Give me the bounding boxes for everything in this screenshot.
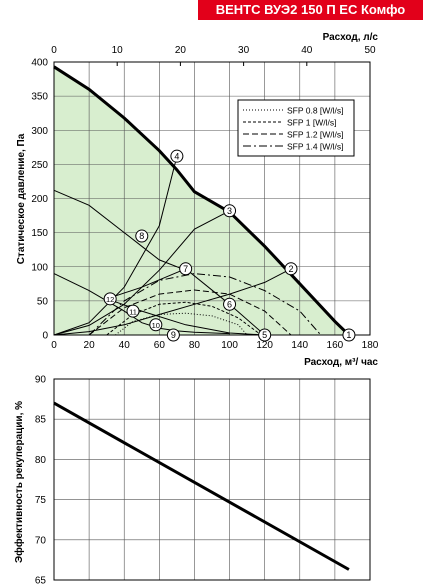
pressure-curve [53, 189, 186, 271]
point-marker [170, 149, 184, 163]
y-tick-label: 85 [35, 415, 47, 426]
tick-labels: 0 20 40 60 80 100 120 140 160 180 0 10 20 30 40 50 0 50 10… [31, 45, 378, 351]
y-tick-label: 350 [31, 92, 48, 103]
x-axis-label: Расход, м³/ час [304, 357, 378, 368]
x-tick-label: 100 [221, 340, 238, 351]
y-tick-label: 90 [35, 375, 47, 386]
y-tick-label: 75 [35, 495, 47, 506]
point-marker [126, 304, 140, 318]
x2-tick-label: 10 [112, 45, 124, 56]
x-tick-label: 80 [189, 340, 201, 351]
y-tick-label: 80 [35, 455, 47, 466]
sfp-series-line [88, 273, 322, 336]
x2-tick-label: 50 [364, 45, 376, 56]
x-tick-label: 20 [84, 340, 96, 351]
x-tick-label: 120 [256, 340, 273, 351]
y-tick-label: 50 [37, 296, 49, 307]
fan-curve [53, 65, 350, 337]
sfp-series-line [115, 312, 248, 336]
point-marker [223, 297, 237, 311]
operating-point-3: 3 [223, 204, 237, 218]
point-marker [149, 318, 163, 332]
y-tick-label: 250 [31, 160, 48, 171]
y-tick-label: 65 [35, 576, 47, 587]
x2-axis-label: Расход, л/с [323, 32, 379, 43]
grid-lines [53, 378, 371, 581]
y-tick-label: 100 [31, 262, 48, 273]
y-tick-label: 70 [35, 535, 47, 546]
point-label: 8 [139, 231, 144, 241]
curve-lines [53, 156, 322, 336]
point-label: 6 [227, 299, 232, 309]
operating-point-2: 2 [284, 262, 298, 276]
point-label: 5 [262, 330, 267, 340]
operating-point-8: 8 [135, 229, 149, 243]
point-marker [258, 328, 272, 342]
point-label: 10 [152, 321, 160, 330]
tick-labels: 65 70 75 80 85 90 [35, 375, 47, 587]
point-marker [103, 292, 117, 306]
x-tick-label: 160 [327, 340, 344, 351]
operating-point-10: 10 [149, 318, 163, 332]
y-axis-label: Статическое давление, Па [16, 133, 27, 264]
operating-point-9: 9 [166, 328, 180, 342]
system-curve [53, 156, 178, 336]
legend: SFP 0.8 [W/l/s] SFP 1 [W/l/s] SFP 1.2 [W/l… [237, 99, 355, 157]
plot-frame [53, 378, 371, 581]
operating-point-4: 4 [170, 149, 184, 163]
legend-box [237, 99, 355, 157]
operating-point-11: 11 [126, 304, 140, 318]
y-tick-label: 400 [31, 58, 48, 69]
legend-entry: SFP 0.8 [W/l/s] [287, 106, 344, 116]
point-marker [284, 262, 298, 276]
efficiency-line [53, 401, 350, 571]
fan-operating-area [54, 66, 349, 336]
y-tick-label: 150 [31, 228, 48, 239]
point-marker [342, 328, 356, 342]
y-tick-label: 300 [31, 126, 48, 137]
x-tick-label: 0 [51, 340, 57, 351]
x2-tick-label: 30 [238, 45, 250, 56]
legend-entry: SFP 1.2 [W/l/s] [287, 130, 344, 140]
fan-performance-chart: 0 20 40 60 80 100 120 140 160 180 0 10 20 30 40 50 0 50 10… [16, 32, 379, 368]
point-marker [179, 262, 193, 276]
point-label: 3 [227, 206, 232, 216]
legend-entry: SFP 1.4 [W/l/s] [287, 142, 344, 152]
legend-entry: SFP 1 [W/l/s] [287, 118, 336, 128]
point-marker [166, 328, 180, 342]
system-curve [53, 268, 292, 336]
operating-point-7: 7 [179, 262, 193, 276]
operating-point-5: 5 [258, 328, 272, 342]
point-marker [135, 229, 149, 243]
point-marker [223, 204, 237, 218]
x2-tick-label: 0 [51, 45, 57, 56]
sfp-series-line [88, 289, 292, 336]
plot-frame [53, 61, 371, 336]
point-label: 12 [106, 295, 114, 304]
point-label: 1 [346, 330, 351, 340]
x-tick-label: 140 [291, 340, 308, 351]
y-tick-label: 0 [42, 331, 48, 342]
operating-point-12: 12 [103, 292, 117, 306]
point-label: 7 [183, 264, 188, 274]
point-label: 9 [171, 330, 176, 340]
point-label: 4 [174, 151, 179, 161]
x2-tick-label: 40 [301, 45, 313, 56]
x2-tick-label: 20 [175, 45, 187, 56]
point-label: 2 [288, 264, 293, 274]
x-tick-label: 60 [154, 340, 166, 351]
y-axis-label: Эффективность рекуперации, % [13, 401, 25, 563]
operating-point-6: 6 [223, 297, 237, 311]
page-title: ВЕНТС ВУЭ2 150 П ЕС Комфо [198, 0, 423, 20]
x-tick-label: 180 [362, 340, 379, 351]
point-label: 11 [129, 307, 137, 316]
x-tick-label: 40 [119, 340, 131, 351]
operating-point-1: 1 [342, 328, 356, 342]
efficiency-chart: 65 70 75 80 85 90 Эффективность рекуперации, … [13, 375, 371, 587]
y-tick-label: 200 [31, 194, 48, 205]
